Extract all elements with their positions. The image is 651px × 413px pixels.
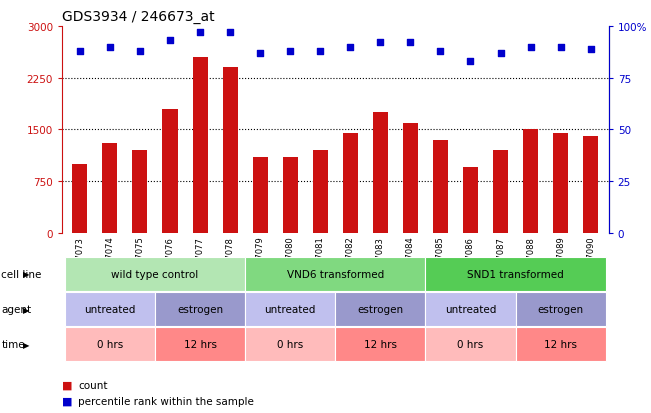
Point (315, 48, 326, 55)
Bar (493, 151, 508, 233)
Text: 0 hrs: 0 hrs (277, 339, 303, 349)
Bar (72, 164, 87, 233)
Bar (403, 123, 418, 233)
Text: untreated: untreated (445, 304, 496, 314)
Point (405, 40, 415, 47)
Point (345, 44, 355, 51)
Text: ▶: ▶ (23, 270, 29, 279)
Bar (312, 151, 327, 233)
Text: 12 hrs: 12 hrs (544, 339, 577, 349)
Bar (283, 158, 298, 233)
Point (195, 30, 205, 36)
Text: GDS3934 / 246673_at: GDS3934 / 246673_at (62, 10, 214, 24)
Bar (163, 109, 178, 233)
Text: estrogen: estrogen (538, 304, 584, 314)
Text: ▶: ▶ (23, 305, 29, 314)
Point (585, 46, 596, 53)
Bar (193, 58, 208, 233)
Point (75, 48, 85, 55)
Point (375, 40, 385, 47)
Text: 12 hrs: 12 hrs (184, 339, 217, 349)
Bar (343, 133, 358, 233)
Text: agent: agent (1, 304, 31, 314)
Text: 12 hrs: 12 hrs (364, 339, 397, 349)
Point (285, 48, 296, 55)
Text: 0 hrs: 0 hrs (97, 339, 123, 349)
Text: time: time (1, 339, 25, 349)
Bar (253, 158, 268, 233)
Point (225, 30, 235, 36)
Text: estrogen: estrogen (177, 304, 223, 314)
Text: ■: ■ (62, 396, 72, 406)
Bar (433, 140, 448, 233)
Text: untreated: untreated (264, 304, 316, 314)
Text: ■: ■ (62, 380, 72, 390)
Point (495, 50, 506, 57)
Bar (523, 130, 538, 233)
Bar (373, 113, 388, 233)
Bar (102, 144, 117, 233)
Point (436, 48, 446, 55)
Point (165, 38, 175, 45)
Bar (553, 133, 568, 233)
Bar (223, 68, 238, 233)
Text: percentile rank within the sample: percentile rank within the sample (78, 396, 254, 406)
Point (525, 44, 536, 51)
Text: wild type control: wild type control (111, 269, 199, 279)
Text: VND6 transformed: VND6 transformed (286, 269, 384, 279)
Point (105, 44, 115, 51)
Point (135, 48, 145, 55)
Text: SND1 transformed: SND1 transformed (467, 269, 564, 279)
Text: estrogen: estrogen (357, 304, 404, 314)
Text: cell line: cell line (1, 269, 42, 279)
Bar (132, 151, 148, 233)
Bar (463, 168, 478, 233)
Bar (583, 137, 598, 233)
Text: ▶: ▶ (23, 340, 29, 349)
Text: 0 hrs: 0 hrs (458, 339, 484, 349)
Text: untreated: untreated (84, 304, 135, 314)
Point (465, 59, 476, 65)
Point (255, 50, 266, 57)
Point (555, 44, 566, 51)
Text: count: count (78, 380, 107, 390)
